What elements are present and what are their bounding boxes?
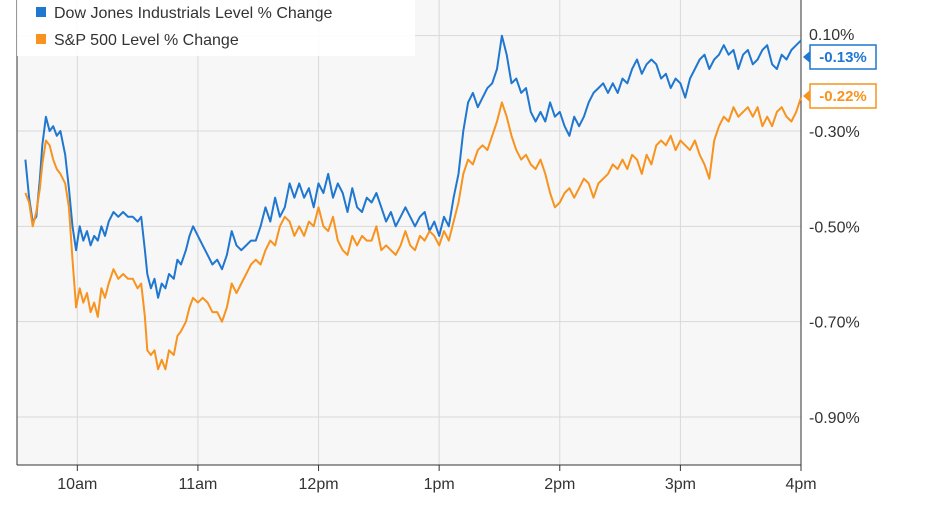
x-axis-tick-labels: 10am 11am 12pm 1pm 2pm 3pm 4pm: [57, 476, 816, 493]
value-tag-pointer: [803, 90, 810, 102]
legend-background: [17, 0, 415, 56]
x-tick-label: 3pm: [665, 476, 696, 493]
legend: Dow Jones Industrials Level % Change S&P …: [17, 0, 415, 56]
axes: [16, 0, 802, 471]
series-layer: [24, 34, 802, 371]
x-tick-label: 1pm: [424, 476, 455, 493]
series-line-dow-jones: [24, 34, 802, 299]
plot-area: [17, 0, 801, 465]
legend-entry: S&P 500 Level % Change: [54, 32, 239, 49]
legend-swatch: [36, 34, 46, 44]
x-tick-label: 11am: [179, 476, 218, 493]
value-tag-box: [809, 44, 877, 70]
legend-swatch: [36, 7, 46, 17]
x-tick-label: 2pm: [544, 476, 575, 493]
y-tick-label: -0.70%: [809, 315, 860, 332]
legend-entry: Dow Jones Industrials Level % Change: [54, 5, 332, 22]
value-tag-label: -0.22%: [819, 88, 867, 105]
x-tick-label: 4pm: [785, 476, 816, 493]
value-tag-box: [809, 83, 877, 109]
x-tick-label: 12pm: [299, 476, 339, 493]
y-tick-label: -0.50%: [809, 219, 860, 236]
y-axis-tick-labels: 0.10% -0.30% -0.50% -0.70% -0.90%: [809, 27, 860, 427]
value-tag-label: -0.13%: [819, 49, 867, 66]
series-line-sp500: [24, 97, 802, 371]
y-tick-label: -0.90%: [809, 410, 860, 427]
value-tag-pointer: [803, 51, 810, 63]
last-value-tags: -0.13% -0.22%: [803, 44, 877, 109]
y-tick-label: -0.30%: [809, 124, 860, 141]
y-tick-label: 0.10%: [809, 27, 854, 44]
x-tick-label: 10am: [57, 476, 97, 493]
